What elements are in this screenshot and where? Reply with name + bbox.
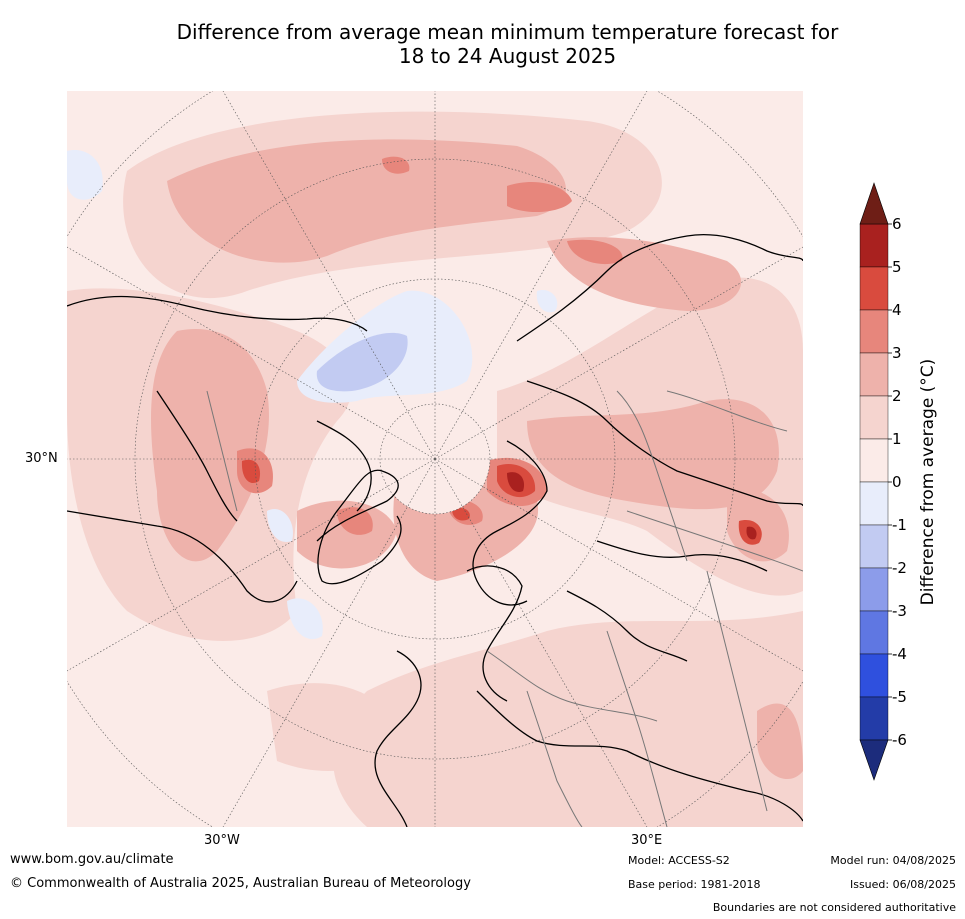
colorbar-tick-label: 2 <box>892 387 902 405</box>
forecast-map <box>67 91 803 827</box>
colorbar-band <box>859 266 889 311</box>
colorbar-band <box>859 481 889 526</box>
colorbar-tick-label: 4 <box>892 301 902 319</box>
colorbar-tick-label: 1 <box>892 430 902 448</box>
colorbar-band <box>859 395 889 440</box>
colorbar-over-triangle <box>859 182 889 225</box>
colorbar-tick-label: -5 <box>892 688 907 706</box>
graticule <box>67 91 803 827</box>
colorbar-tick-label: -3 <box>892 602 907 620</box>
anomaly-5-6-regions <box>507 472 757 540</box>
colorbar-band <box>859 653 889 698</box>
colorbar-tick-label: 0 <box>892 473 902 491</box>
colorbar-label: Difference from average (°C) <box>918 359 938 606</box>
footer-disclaimer: Boundaries are not considered authoritat… <box>712 901 956 914</box>
lat-label-30n: 30°N <box>25 451 58 466</box>
lon-label-30e: 30°E <box>631 833 663 848</box>
colorbar-tick-label: -4 <box>892 645 907 663</box>
colorbar-band <box>859 309 889 354</box>
lon-label-30w: 30°W <box>204 833 240 848</box>
anomaly-minus1-minus2-regions <box>316 332 408 392</box>
footer-issued: Issued: 06/08/2025 <box>849 878 956 891</box>
colorbar-under-triangle <box>859 739 889 781</box>
colorbar-band <box>859 438 889 483</box>
title-line-2: 18 to 24 August 2025 <box>398 44 617 68</box>
country-boundaries <box>206 390 803 827</box>
footer-model: Model: ACCESS-S2 <box>628 854 730 867</box>
colorbar-band <box>859 223 889 268</box>
colorbar-band <box>859 567 889 612</box>
colorbar-band <box>859 696 889 741</box>
colorbar-tick-label: 3 <box>892 344 902 362</box>
colorbar-tick-label: -6 <box>892 731 907 749</box>
footer-base-period: Base period: 1981-2018 <box>628 878 761 891</box>
colorbar-tick-label: 6 <box>892 215 902 233</box>
footer-url: www.bom.gov.au/climate <box>10 852 174 867</box>
colorbar-band <box>859 524 889 569</box>
colorbar-ticks: 6 5 4 3 2 1 0 -1 -2 -3 -4 -5 -6 <box>888 215 907 749</box>
map-title: Difference from average mean minimum tem… <box>0 20 965 68</box>
colorbar-tick-label: -1 <box>892 516 907 534</box>
footer-copyright: © Commonwealth of Australia 2025, Austra… <box>10 876 471 891</box>
colorbar-bands <box>859 223 889 741</box>
colorbar-tick-label: 5 <box>892 258 902 276</box>
colorbar-tick-label: -2 <box>892 559 907 577</box>
colorbar-band <box>859 352 889 397</box>
colorbar: 6 5 4 3 2 1 0 -1 -2 -3 -4 -5 -6 Difference from aver… <box>859 182 938 781</box>
title-line-1: Difference from average mean minimum tem… <box>176 20 839 44</box>
colorbar-band <box>859 610 889 655</box>
coastlines <box>67 234 803 827</box>
anomaly-2-3-regions <box>151 139 803 780</box>
footer-model-run: Model run: 04/08/2025 <box>830 854 956 867</box>
